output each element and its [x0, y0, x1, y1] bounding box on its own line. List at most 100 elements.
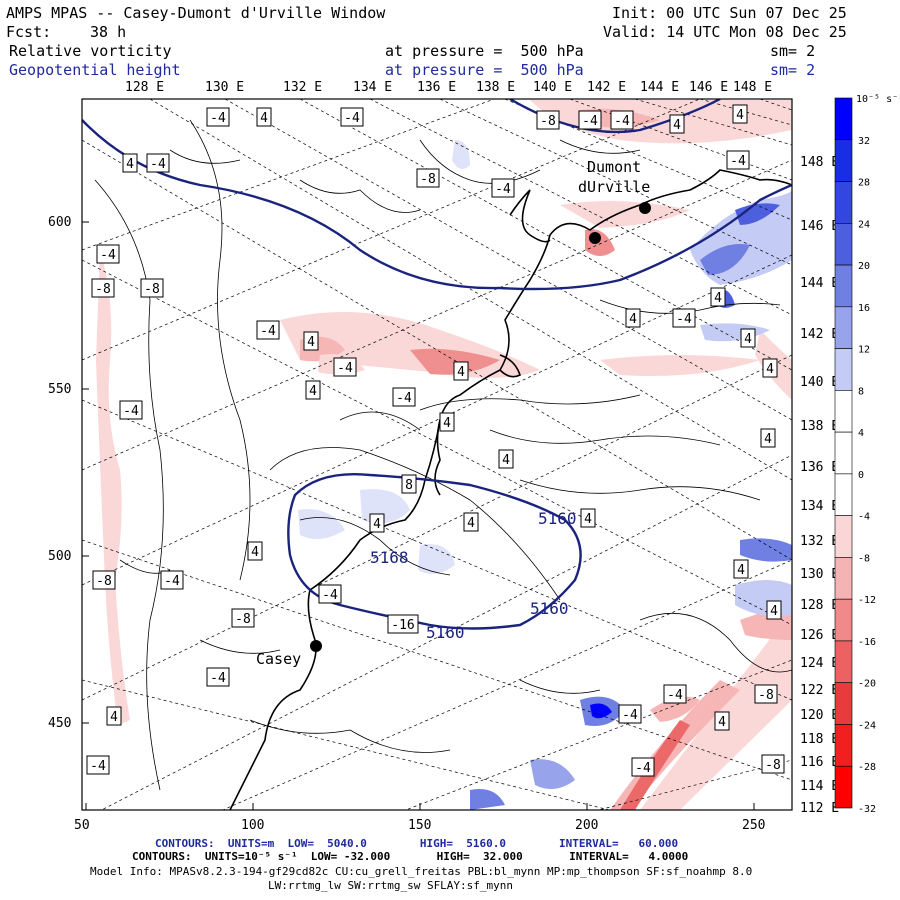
right-lon-label: 140 E [800, 375, 839, 390]
vorticity-contour-label: -8 [231, 608, 255, 628]
colorbar: 32 28 24 20 16 12 8 4 0 -4 -8 -12 -16 -20 -24 -28 -32 [834, 97, 876, 815]
vorticity-label-text: 4 [770, 604, 778, 619]
vorticity-contour-label: 4 [710, 287, 726, 307]
vorticity-label-box [333, 357, 357, 377]
vorticity-label-box [122, 153, 138, 173]
vorticity-label-text: 4 [110, 710, 118, 725]
vorticity-label-box [206, 107, 230, 127]
vorticity-label-box [416, 168, 440, 188]
vorticity-label-box [106, 706, 122, 726]
right-lon-label: 114 E [800, 779, 839, 794]
colorbar-swatch [834, 264, 853, 308]
x-axis-ticks: 50 100 150 200 250 [74, 803, 765, 833]
vorticity-label-box [762, 358, 778, 378]
height-label: 5160 [426, 623, 465, 642]
colorbar-swatch [834, 598, 853, 642]
colorbar-label: 28 [858, 178, 870, 189]
vorticity-label-text: -4 [210, 671, 226, 686]
model-info: Model Info: MPASv8.2.3-194-gf29cd82c CU:… [90, 865, 753, 878]
colorbar-swatch [834, 640, 853, 684]
colorbar-swatch [834, 222, 853, 266]
vorticity-contour-label: 4 [625, 308, 641, 328]
station-markers [310, 202, 651, 652]
plot-frame [81, 98, 793, 811]
colorbar-swatch [834, 139, 853, 182]
right-lon-label: 132 E [800, 534, 839, 549]
vorticity-contour-label: -4 [86, 755, 110, 775]
vorticity-label-box [732, 104, 748, 124]
colorbar-label: 12 [858, 345, 870, 356]
field2-smoothing: sm= 2 [770, 61, 816, 79]
vorticity-contour-label: -4 [340, 107, 364, 127]
vorticity-label-box [318, 584, 342, 604]
vorticity-label-box [766, 600, 782, 620]
vorticity-label-box [305, 380, 321, 400]
colorbar-label: -24 [858, 720, 876, 731]
vorticity-label-text: -8 [420, 172, 436, 187]
vorticity-label-box [610, 110, 634, 130]
vorticity-label-text: -8 [765, 758, 781, 773]
vorticity-label-text: -4 [90, 759, 106, 774]
vorticity-label-box [578, 110, 602, 130]
vorticity-contours [94, 119, 792, 791]
vorticity-label-text: 4 [126, 157, 134, 172]
vorticity-contour-label: -4 [663, 684, 687, 704]
top-lon-label: 134 E [353, 80, 392, 95]
vorticity-label-text: -4 [396, 391, 412, 406]
vorticity-label-text: 4 [673, 118, 681, 133]
top-lon-label: 140 E [533, 80, 572, 95]
vorticity-contour-label: 4 [439, 412, 455, 432]
vorticity-label-box [369, 513, 385, 533]
vorticity-label-text: 4 [443, 416, 451, 431]
right-lon-label: 146 E [800, 219, 839, 234]
colorbar-swatch [834, 431, 853, 475]
right-lon-label: 138 E [800, 419, 839, 434]
vorticity-contour-label: 4 [580, 508, 596, 528]
vorticity-label-text: -8 [144, 282, 160, 297]
colorbar-label: -28 [858, 762, 876, 773]
vorticity-label-text: 4 [251, 545, 259, 560]
colorbar-swatch [834, 682, 853, 725]
vorticity-label-text: 4 [744, 332, 752, 347]
colorbar-label: -12 [858, 595, 876, 606]
vorticity-contour-label: 4 [122, 153, 138, 173]
vorticity-label-text: 4 [467, 516, 475, 531]
colorbar-swatch [834, 390, 853, 433]
positive-vorticity-shading [298, 140, 792, 810]
colorbar-swatch [834, 724, 853, 767]
vorticity-contour-label: -4 [333, 357, 357, 377]
field1-smoothing: sm= 2 [770, 42, 816, 60]
y-tick-label: 500 [48, 549, 71, 564]
vorticity-label-text: -4 [730, 154, 746, 169]
top-lon-label: 136 E [417, 80, 456, 95]
top-lon-label: 138 E [476, 80, 515, 95]
colorbar-label: 4 [858, 428, 864, 439]
colorbar-label: 24 [858, 219, 870, 230]
vorticity-label-box [340, 107, 364, 127]
vorticity-label-box [303, 331, 319, 351]
vorticity-label-text: -8 [235, 612, 251, 627]
vorticity-label-text: 4 [502, 453, 510, 468]
vorticity-label-text: 4 [629, 312, 637, 327]
right-lon-label: 134 E [800, 499, 839, 514]
vorticity-contour-label: -4 [206, 107, 230, 127]
vorticity-label-text: -4 [495, 182, 511, 197]
vorticity-label-box [256, 107, 272, 127]
vorticity-label-text: -4 [164, 574, 180, 589]
colorbar-label: 16 [858, 303, 870, 314]
colorbar-swatch [834, 765, 853, 809]
vorticity-label-box [146, 153, 170, 173]
colorbar-label: -8 [858, 553, 870, 564]
vorticity-contour-label: 4 [106, 706, 122, 726]
init-time: Init: 00 UTC Sun 07 Dec 25 [612, 4, 847, 22]
vorticity-contour-label: -8 [536, 110, 560, 130]
right-lon-label: 148 E [800, 155, 839, 170]
station-label-durville: dUrville [578, 178, 650, 196]
casey-marker [310, 640, 322, 652]
vorticity-label-layer: -4 4 -44 -4-8-4-8 -4 -4 44-4-4-8-8-44-4 4-44448… [86, 104, 785, 777]
colorbar-label: 8 [858, 386, 864, 397]
vorticity-label-text: -4 [322, 588, 338, 603]
vorticity-label-text: -8 [95, 282, 111, 297]
colorbar-label: 0 [858, 470, 864, 481]
vorticity-label-box [754, 684, 778, 704]
